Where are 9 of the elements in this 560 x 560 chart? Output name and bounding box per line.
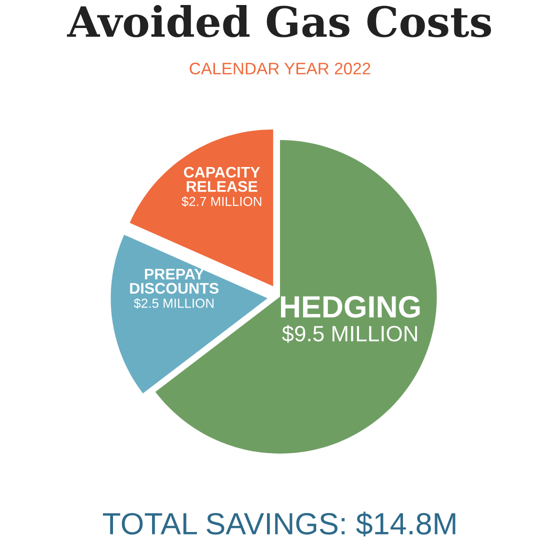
text: TOTAL SAVINGS: $14.8M	[102, 512, 456, 536]
slice-label: CAPACITY RELEASE	[184, 166, 260, 192]
data-label: $2.5 MILLION	[134, 298, 214, 309]
data-label: $9.5 MILLION	[282, 324, 417, 343]
data-label: $2.7 MILLION	[182, 196, 262, 207]
slice-label: PREPAY DISCOUNTS	[130, 268, 218, 294]
chart-subtitle: CALENDAR YEAR 2022	[190, 62, 370, 74]
slice-label: HEDGING	[281, 296, 420, 318]
chart-title: Avoided Gas Costs	[66, 5, 492, 38]
